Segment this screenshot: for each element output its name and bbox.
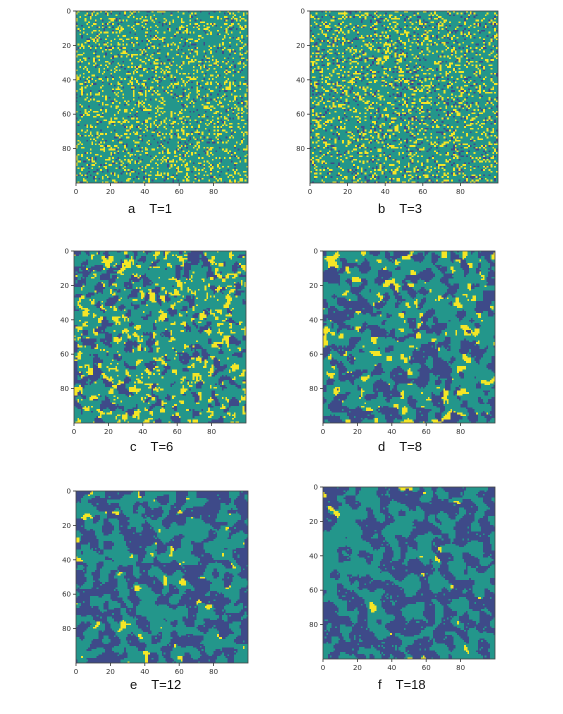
x-tick-label: 20 xyxy=(106,668,115,676)
y-tick-label: 0 xyxy=(67,488,71,496)
y-tick-label: 40 xyxy=(60,316,69,324)
x-tick-label: 60 xyxy=(175,188,184,196)
caption-time-label: T=1 xyxy=(149,201,172,216)
y-tick-label: 80 xyxy=(309,621,318,629)
x-tick-label: 60 xyxy=(418,188,427,196)
x-tick-label: 80 xyxy=(456,428,465,436)
x-tick-label: 20 xyxy=(106,188,115,196)
x-tick-label: 80 xyxy=(456,664,465,672)
heatmap-b xyxy=(310,11,498,183)
y-tick-label: 40 xyxy=(62,556,71,564)
axes-frame xyxy=(309,10,499,184)
y-tick-label: 40 xyxy=(309,552,318,560)
x-tick-label: 40 xyxy=(387,428,396,436)
caption-time-label: T=8 xyxy=(399,439,422,454)
y-tick-label: 20 xyxy=(296,42,305,50)
y-tick-label: 80 xyxy=(309,385,318,393)
y-tick-label: 60 xyxy=(62,111,71,119)
x-tick-label: 20 xyxy=(104,428,113,436)
y-tick-label: 20 xyxy=(309,518,318,526)
y-tick-label: 40 xyxy=(296,76,305,84)
y-tick-label: 80 xyxy=(296,145,305,153)
x-tick-label: 40 xyxy=(140,668,149,676)
y-tick-label: 60 xyxy=(62,591,71,599)
x-tick-label: 80 xyxy=(209,668,218,676)
y-tick-label: 60 xyxy=(309,351,318,359)
y-tick-label: 60 xyxy=(60,351,69,359)
y-tick-label: 0 xyxy=(301,8,305,16)
caption-letter: f xyxy=(378,677,382,692)
caption-time-label: T=12 xyxy=(151,677,182,692)
x-tick-label: 20 xyxy=(353,664,362,672)
x-tick-label: 60 xyxy=(173,428,182,436)
caption-letter: d xyxy=(378,439,386,454)
x-tick-label: 0 xyxy=(321,664,325,672)
axes-frame xyxy=(75,490,249,664)
caption-letter: b xyxy=(378,201,386,216)
heatmap-e xyxy=(76,491,248,663)
caption-letter: e xyxy=(130,677,138,692)
y-tick-label: 0 xyxy=(314,484,318,492)
x-tick-label: 0 xyxy=(308,188,312,196)
caption-time-label: T=6 xyxy=(150,439,174,454)
y-tick-label: 40 xyxy=(309,316,318,324)
heatmap-c xyxy=(74,251,246,423)
y-tick-label: 20 xyxy=(62,522,71,530)
y-tick-label: 80 xyxy=(60,385,69,393)
caption-e: e T=12 xyxy=(130,677,181,692)
axes-frame xyxy=(322,250,496,424)
y-tick-label: 20 xyxy=(60,282,69,290)
caption-letter: a xyxy=(128,201,136,216)
y-tick-label: 0 xyxy=(67,8,71,16)
heatmap-d xyxy=(323,251,495,423)
caption-d: d T=8 xyxy=(378,439,422,454)
caption-f: f T=18 xyxy=(378,677,426,692)
caption-a: a T=1 xyxy=(128,201,172,216)
x-tick-label: 20 xyxy=(343,188,352,196)
x-tick-label: 60 xyxy=(422,428,431,436)
y-tick-label: 60 xyxy=(296,111,305,119)
axes-frame xyxy=(73,250,247,424)
caption-time-label: T=3 xyxy=(399,201,422,216)
heatmap-a xyxy=(76,11,248,183)
x-tick-label: 0 xyxy=(321,428,325,436)
caption-b: b T=3 xyxy=(378,201,422,216)
y-tick-label: 0 xyxy=(65,248,69,256)
y-tick-label: 0 xyxy=(314,248,318,256)
heatmap-f xyxy=(323,487,495,659)
axes-frame xyxy=(322,486,496,660)
axes-frame xyxy=(75,10,249,184)
x-tick-label: 80 xyxy=(209,188,218,196)
x-tick-label: 60 xyxy=(422,664,431,672)
caption-time-label: T=18 xyxy=(395,677,426,692)
caption-c: c T=6 xyxy=(130,439,173,454)
x-tick-label: 0 xyxy=(74,668,78,676)
y-tick-label: 20 xyxy=(62,42,71,50)
y-tick-label: 20 xyxy=(309,282,318,290)
y-tick-label: 40 xyxy=(62,76,71,84)
x-tick-label: 40 xyxy=(387,664,396,672)
y-tick-label: 80 xyxy=(62,625,71,633)
x-tick-label: 0 xyxy=(72,428,76,436)
x-tick-label: 80 xyxy=(207,428,216,436)
x-tick-label: 40 xyxy=(140,188,149,196)
x-tick-label: 40 xyxy=(138,428,147,436)
x-tick-label: 40 xyxy=(381,188,390,196)
x-tick-label: 60 xyxy=(175,668,184,676)
x-tick-label: 80 xyxy=(456,188,465,196)
x-tick-label: 20 xyxy=(353,428,362,436)
y-tick-label: 60 xyxy=(309,587,318,595)
caption-letter: c xyxy=(130,439,137,454)
x-tick-label: 0 xyxy=(74,188,78,196)
y-tick-label: 80 xyxy=(62,145,71,153)
